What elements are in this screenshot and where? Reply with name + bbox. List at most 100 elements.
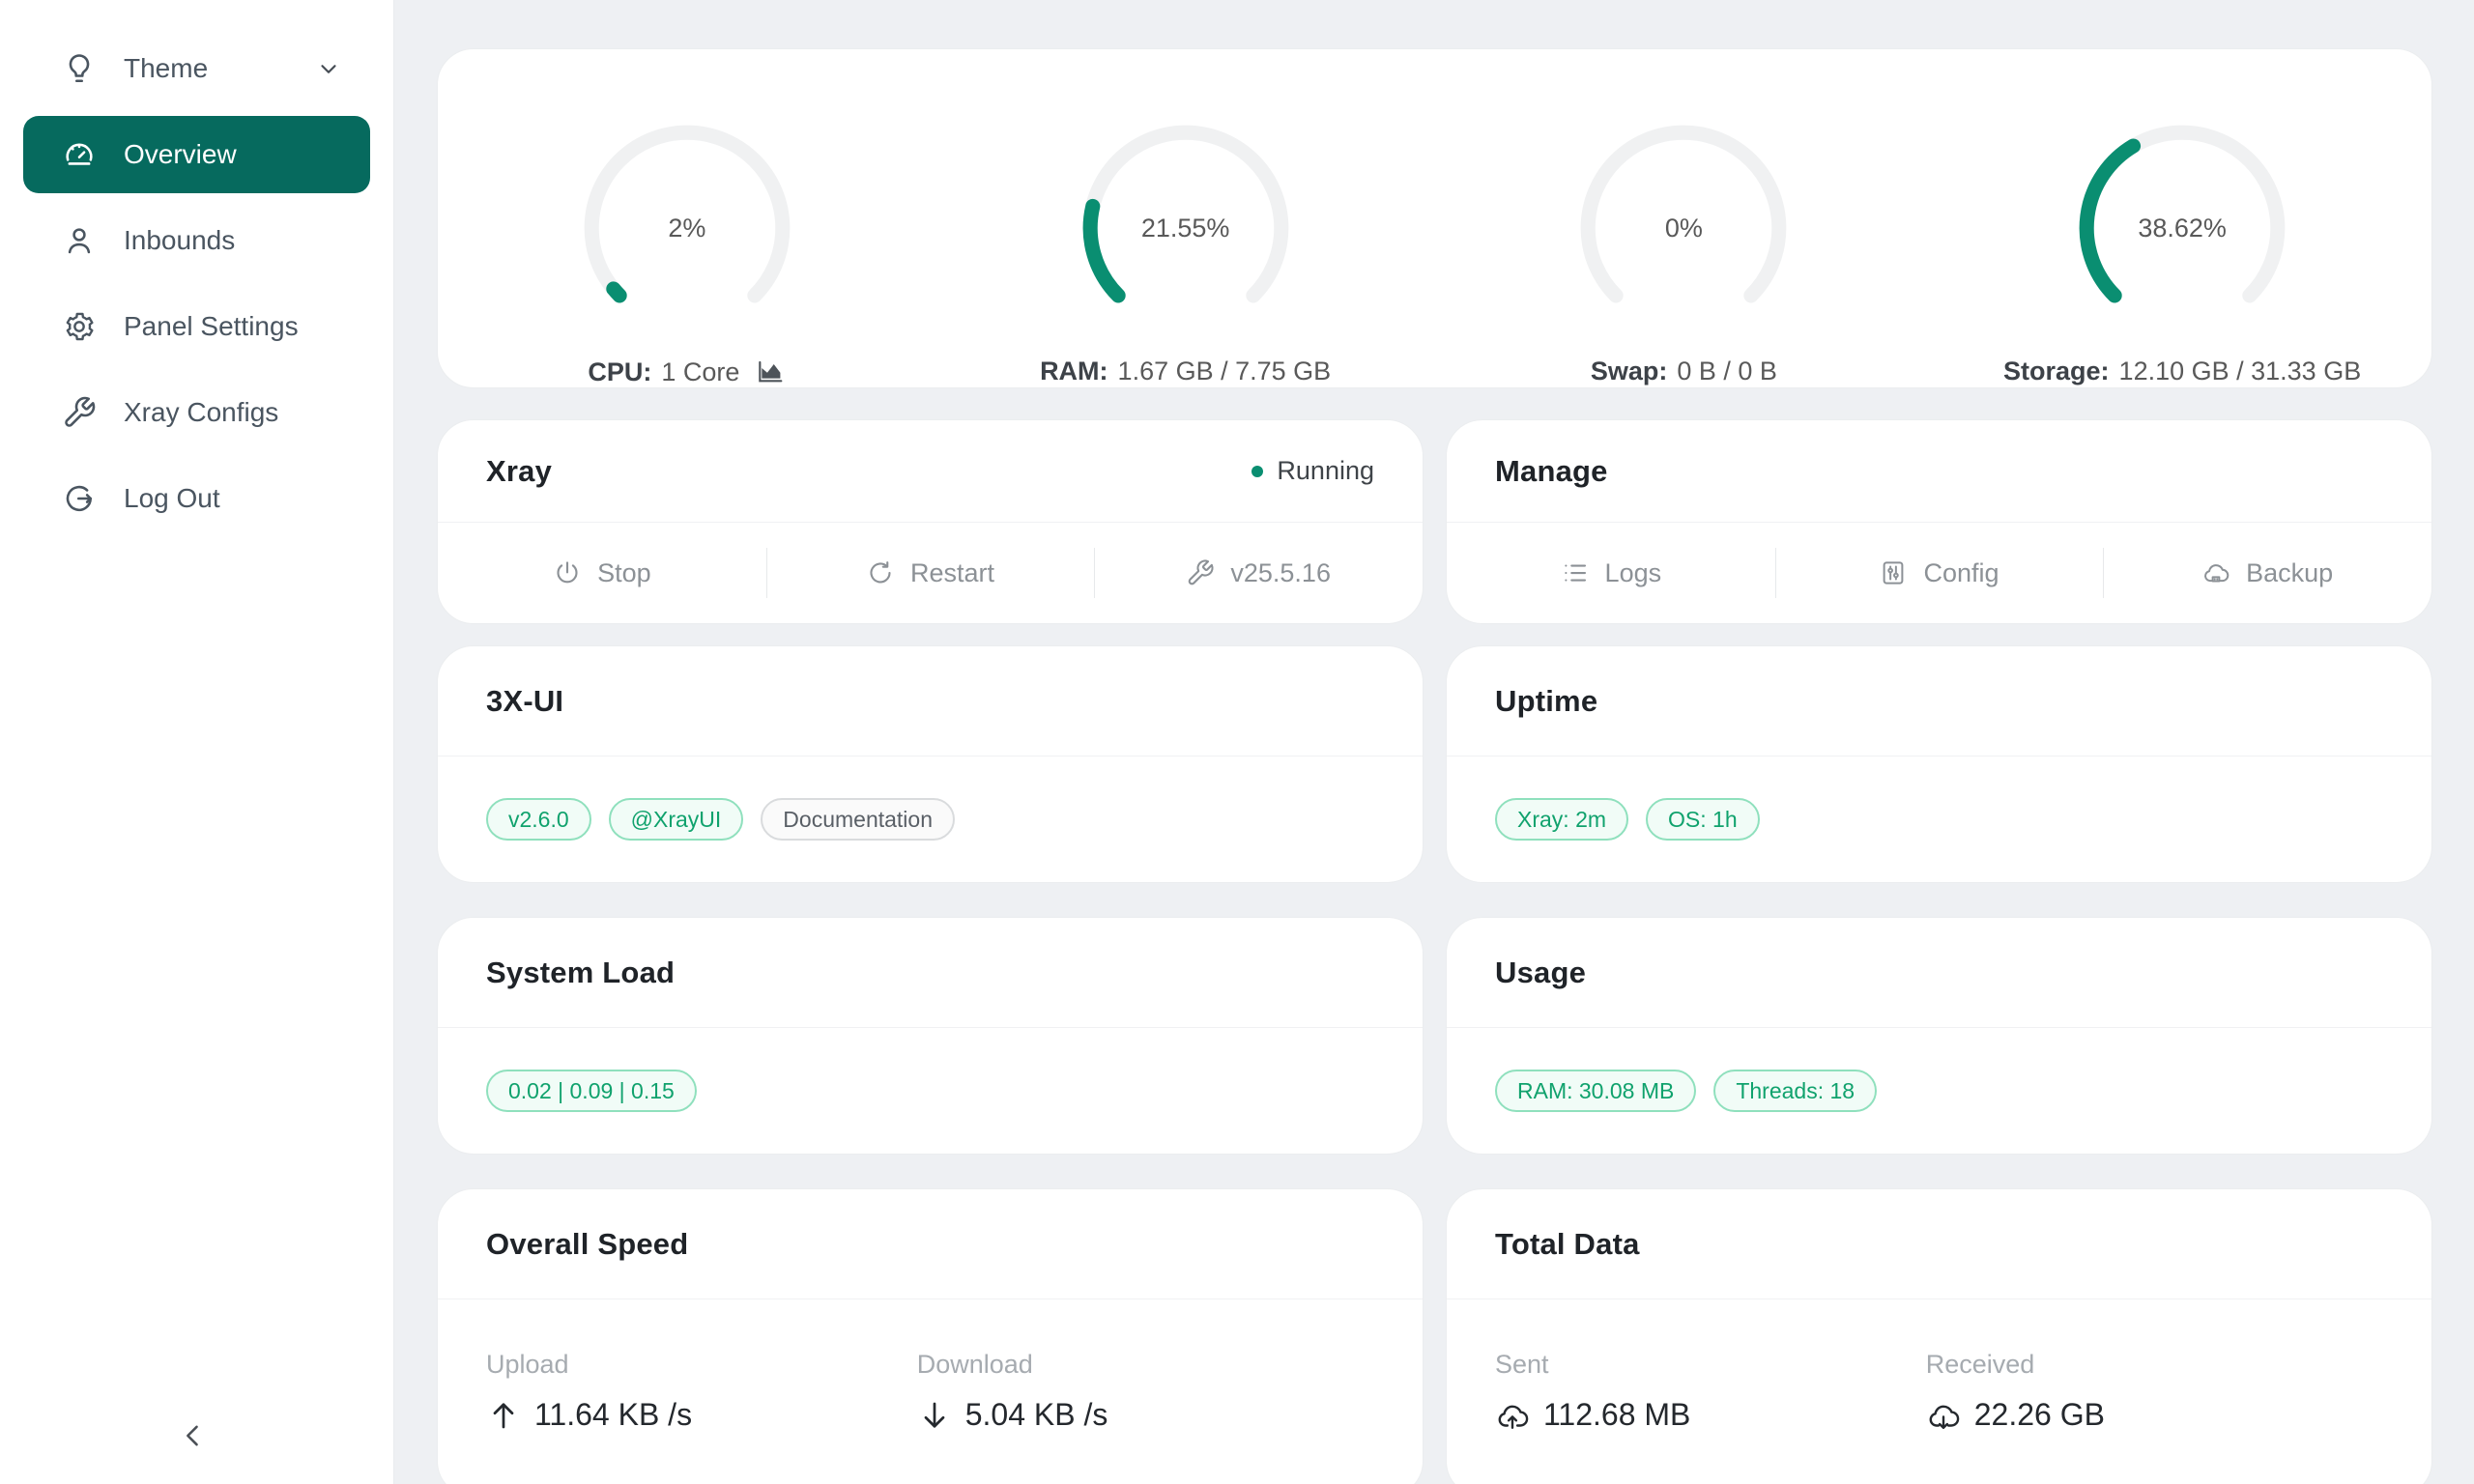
action-label: Backup: [2246, 557, 2334, 587]
gauge-percent: 21.55%: [1140, 213, 1230, 243]
card-title: Uptime: [1495, 683, 1598, 718]
sidebar-item-label: Panel Settings: [124, 311, 299, 341]
upload-metric: Upload 11.64 KB /s: [486, 1350, 917, 1433]
gauge-value-text: 1.67 GB / 7.75 GB: [1117, 357, 1332, 385]
sidebar-item-theme[interactable]: Theme: [23, 30, 370, 107]
card-title: Overall Speed: [486, 1226, 689, 1261]
system-stats-card: 2% CPU: 1 Core 21.55%: [437, 48, 2432, 388]
sent-metric: Sent 112.68 MB: [1495, 1350, 1926, 1433]
xray-card: Xray Running Stop: [437, 419, 1424, 624]
card-title: Xray: [486, 453, 553, 488]
gauge-label: RAM:: [1040, 357, 1108, 385]
gauge-value-text: 12.10 GB / 31.33 GB: [2118, 357, 2362, 385]
arrow-up-icon: [486, 1398, 521, 1433]
logout-icon: [62, 481, 97, 516]
action-label: Restart: [909, 557, 995, 587]
action-label: v25.5.16: [1230, 557, 1331, 587]
xray-stop-button[interactable]: Stop: [438, 523, 766, 623]
user-icon: [62, 223, 97, 258]
gauge-arc: [1581, 125, 1787, 303]
sidebar-item-overview[interactable]: Overview: [23, 116, 370, 193]
metric-value-text: 11.64 KB /s: [534, 1397, 693, 1432]
load-average-badge: 0.02 | 0.09 | 0.15: [486, 1070, 697, 1112]
sidebar-item-panel-settings[interactable]: Panel Settings: [23, 288, 370, 365]
gauge-caption: RAM: 1.67 GB / 7.75 GB: [1040, 357, 1331, 386]
logs-button[interactable]: Logs: [1447, 523, 1775, 623]
sidebar-item-label: Overview: [124, 139, 237, 169]
sidebar-item-label: Xray Configs: [124, 397, 279, 427]
config-button[interactable]: Config: [1775, 523, 2104, 623]
cloud-download-icon: [1926, 1398, 1961, 1433]
total-data-card: Total Data Sent 112.68 MB: [1446, 1188, 2432, 1484]
metric-label: Sent: [1495, 1350, 1549, 1379]
card-title: 3X-UI: [486, 683, 564, 718]
sidebar-item-label: Theme: [124, 53, 209, 83]
sidebar-item-xray-configs[interactable]: Xray Configs: [23, 374, 370, 451]
sidebar-item-label: Inbounds: [124, 225, 236, 255]
gauge-label: Storage:: [2003, 357, 2110, 385]
gauge-label: CPU:: [588, 357, 652, 386]
xrayui-badge[interactable]: @XrayUI: [608, 798, 744, 841]
ram-usage-badge: RAM: 30.08 MB: [1495, 1070, 1697, 1112]
storage-gauge: 38.62% Storage: 12.10 GB / 31.33 GB: [1933, 111, 2431, 386]
metric-label: Upload: [486, 1350, 569, 1379]
card-title: System Load: [486, 955, 676, 989]
refresh-icon: [866, 558, 895, 587]
gear-icon: [62, 309, 97, 344]
wrench-icon: [1186, 558, 1215, 587]
gauge-percent: 2%: [668, 213, 706, 243]
sliders-icon: [1879, 558, 1908, 587]
overall-speed-card: Overall Speed Upload 11.64 KB /s: [437, 1188, 1424, 1484]
received-metric: Received 22.26 GB: [1926, 1350, 2357, 1433]
threads-badge: Threads: 18: [1713, 1070, 1878, 1112]
ram-gauge: 21.55% RAM: 1.67 GB / 7.75 GB: [936, 111, 1435, 386]
download-metric: Download 5.04 KB /s: [917, 1350, 1348, 1433]
cloud-upload-icon: [1495, 1398, 1530, 1433]
chevron-down-icon: [316, 56, 341, 81]
cpu-gauge: 2% CPU: 1 Core: [438, 111, 936, 387]
documentation-badge[interactable]: Documentation: [761, 798, 955, 841]
xray-status: Running: [1251, 456, 1374, 486]
action-label: Logs: [1604, 557, 1662, 587]
action-label: Stop: [597, 557, 651, 587]
manage-card: Manage Logs: [1446, 419, 2432, 624]
system-load-card: System Load 0.02 | 0.09 | 0.15: [437, 917, 1424, 1155]
card-title: Total Data: [1495, 1226, 1640, 1261]
metric-value-text: 22.26 GB: [1973, 1397, 2105, 1432]
uptime-card: Uptime Xray: 2m OS: 1h: [1446, 645, 2432, 883]
sidebar-item-log-out[interactable]: Log Out: [23, 460, 370, 537]
xray-version-button[interactable]: v25.5.16: [1094, 523, 1423, 623]
xui-card: 3X-UI v2.6.0 @XrayUI Documentation: [437, 645, 1424, 883]
metric-label: Received: [1925, 1350, 2035, 1379]
sidebar-collapse-button[interactable]: [166, 1409, 220, 1463]
gauge-arc: [584, 125, 791, 303]
card-title: Manage: [1495, 453, 1608, 488]
xray-restart-button[interactable]: Restart: [766, 523, 1095, 623]
gauge-caption: Swap: 0 B / 0 B: [1591, 357, 1777, 386]
sidebar-item-inbounds[interactable]: Inbounds: [23, 202, 370, 279]
swap-gauge: 0% Swap: 0 B / 0 B: [1435, 111, 1934, 386]
bulb-icon: [62, 51, 97, 86]
status-text: Running: [1277, 456, 1374, 485]
cloud-server-icon: [2201, 558, 2230, 587]
backup-button[interactable]: Backup: [2103, 523, 2431, 623]
wrench-icon: [62, 395, 97, 430]
status-dot-icon: [1251, 465, 1264, 477]
area-chart-icon[interactable]: [755, 357, 786, 387]
gauge-percent: 0%: [1664, 213, 1703, 243]
metric-value-text: 5.04 KB /s: [964, 1397, 1108, 1432]
gauge-caption: CPU: 1 Core: [588, 357, 786, 387]
sidebar: Theme Overview Inbounds: [0, 0, 394, 1484]
chevron-left-icon: [177, 1419, 210, 1452]
version-badge[interactable]: v2.6.0: [486, 798, 591, 841]
metric-label: Download: [916, 1350, 1033, 1379]
dashboard-icon: [62, 137, 97, 172]
gauge-arc: [2079, 125, 2286, 303]
card-title: Usage: [1495, 955, 1587, 989]
gauge-value-text: 0 B / 0 B: [1677, 357, 1777, 385]
os-uptime-badge: OS: 1h: [1646, 798, 1760, 841]
sidebar-item-label: Log Out: [124, 483, 220, 513]
gauge-label: Swap:: [1590, 357, 1668, 385]
metric-value-text: 112.68 MB: [1543, 1397, 1691, 1432]
arrow-down-icon: [917, 1398, 952, 1433]
